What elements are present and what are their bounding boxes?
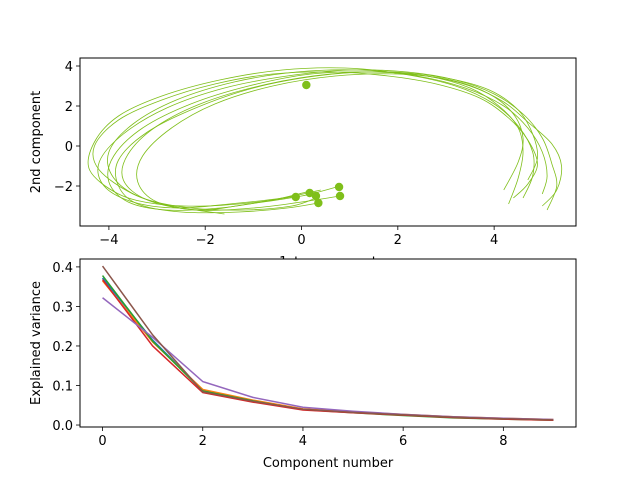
trajectory-start-point [334, 182, 344, 192]
trajectory-line [136, 73, 524, 211]
variance-plot-area [101, 265, 554, 422]
variance-series-line [101, 265, 554, 421]
trajectory-ticks: −4 −2 0 2 4 −2 0 2 4 [54, 60, 498, 248]
trajectory-line [97, 69, 558, 211]
variance-ticks: 0 2 4 6 8 0.0 0.1 0.2 0.3 0.4 [52, 261, 507, 449]
variance-axes-background [80, 259, 576, 427]
explained-variance-panel: 0 2 4 6 8 0.0 0.1 0.2 0.3 0.4 Component number Ex… [29, 258, 577, 471]
trajectory-axes-frame [79, 57, 577, 227]
variance-x-tick-label: 6 [399, 434, 407, 449]
trajectory-line [107, 71, 524, 211]
trajectory-line [87, 67, 535, 207]
trajectory-y-tick-label: 4 [65, 60, 73, 75]
trajectory-line [107, 69, 548, 211]
trajectory-x-tick-label: 2 [394, 233, 402, 248]
variance-x-tick-label: 4 [299, 434, 307, 449]
variance-x-axis-label: Component number [263, 456, 394, 471]
trajectory-plot-area [87, 67, 563, 215]
trajectory-start-point [305, 188, 314, 198]
trajectory-start-point [311, 191, 321, 201]
variance-y-tick-label: 0.3 [52, 300, 73, 315]
trajectory-y-tick-label: 2 [65, 100, 73, 115]
trajectory-start-point [302, 80, 311, 90]
trajectory-x-tick-label: 4 [490, 233, 498, 248]
trajectory-line [115, 71, 563, 214]
variance-y-tick-label: 0.1 [52, 379, 73, 394]
trajectory-y-tick-label: 0 [65, 140, 73, 155]
trajectory-x-tick-label: −2 [196, 233, 215, 248]
trajectory-y-axis-label: 2nd component [29, 91, 44, 193]
trajectory-x-tick-label: −4 [99, 233, 118, 248]
variance-x-tick-label: 2 [199, 434, 207, 449]
variance-y-tick-label: 0.4 [52, 261, 73, 276]
trajectory-start-point [335, 191, 345, 201]
variance-axes-frame [79, 258, 577, 428]
variance-x-tick-label: 0 [98, 434, 106, 449]
trajectory-start-point [314, 198, 323, 208]
trajectory-start-point [291, 192, 300, 202]
variance-y-axis-label: Explained variance [29, 281, 44, 405]
trajectory-y-tick-label: −2 [54, 180, 73, 195]
variance-y-tick-label: 0.0 [52, 419, 73, 434]
variance-x-tick-label: 8 [499, 434, 507, 449]
variance-y-tick-label: 0.2 [52, 340, 73, 355]
trajectory-x-tick-label: 0 [297, 233, 305, 248]
